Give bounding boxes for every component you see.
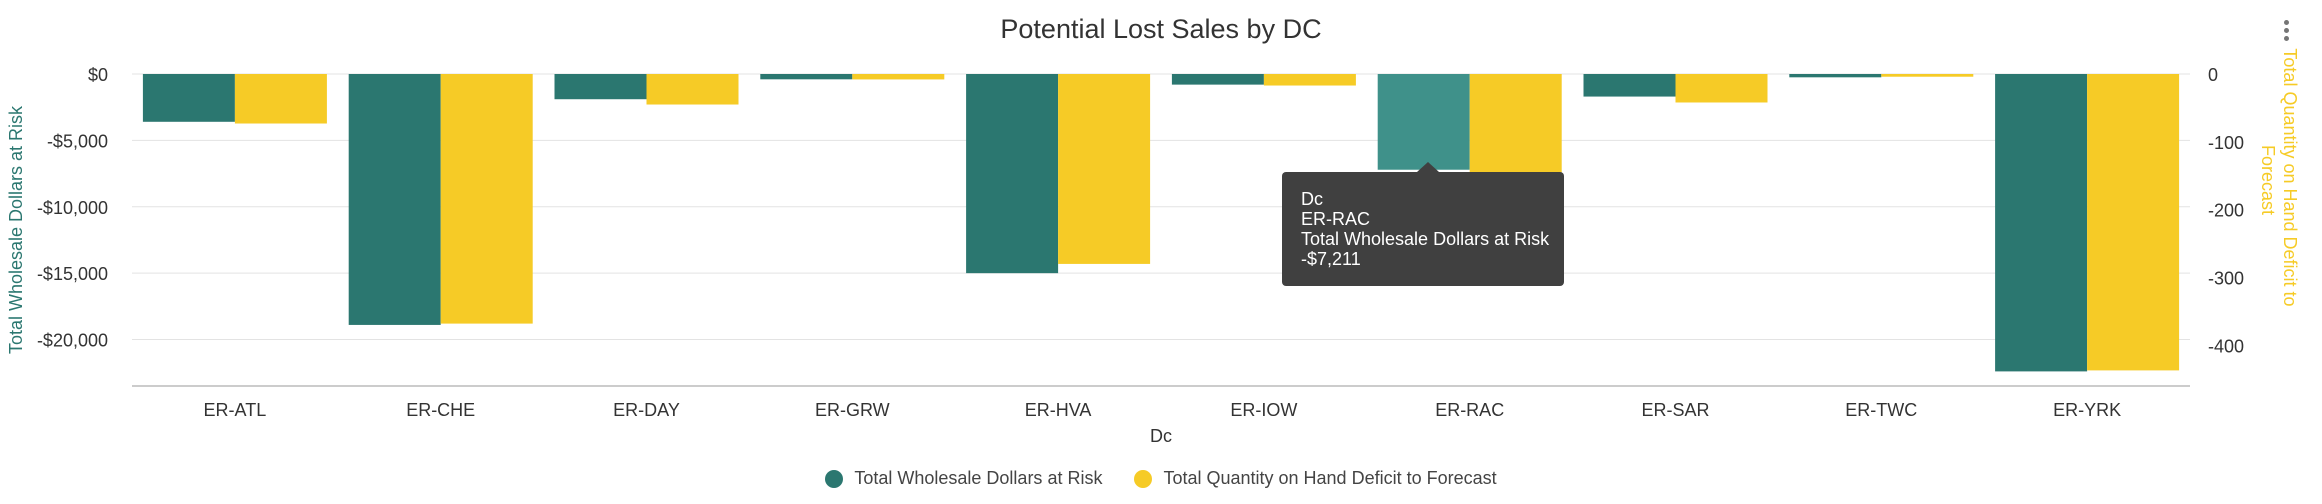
y-tick-label: -$15,000 [37, 264, 108, 284]
y2-tick-label: -200 [2208, 201, 2244, 221]
bar-quantity-deficit-er-sar[interactable] [1675, 74, 1768, 103]
bar-quantity-deficit-er-atl[interactable] [234, 74, 327, 124]
x-tick-label: ER-DAY [613, 400, 680, 420]
y-tick-label: -$5,000 [47, 131, 108, 151]
legend-swatch-quantity-deficit [1134, 469, 1153, 488]
legend-label-quantity-deficit: Total Quantity on Hand Deficit to Foreca… [1163, 468, 1497, 488]
x-tick-label: ER-YRK [2053, 400, 2121, 420]
bar-wholesale-dollars-er-yrk[interactable] [1995, 74, 2088, 372]
bar-wholesale-dollars-er-atl[interactable] [142, 74, 235, 122]
bar-wholesale-dollars-er-sar[interactable] [1583, 74, 1676, 97]
x-axis-title: Dc [1150, 426, 1172, 446]
x-tick-label: ER-TWC [1845, 400, 1917, 420]
bar-quantity-deficit-er-che[interactable] [440, 74, 533, 324]
x-tick-label: ER-ATL [204, 400, 267, 420]
bar-wholesale-dollars-er-rac[interactable] [1377, 74, 1470, 170]
y-tick-label: -$20,000 [37, 331, 108, 351]
y2-tick-label: -300 [2208, 268, 2244, 288]
chart-title: Potential Lost Sales by DC [1000, 14, 1321, 44]
x-tick-label: ER-RAC [1435, 400, 1504, 420]
bar-quantity-deficit-er-hva[interactable] [1058, 74, 1151, 264]
y2-tick-label: -400 [2208, 336, 2244, 356]
tooltip-series-value: -$7,211 [1301, 249, 1361, 269]
tooltip-series-label: Total Wholesale Dollars at Risk [1301, 229, 1550, 249]
bar-wholesale-dollars-er-hva[interactable] [966, 74, 1059, 274]
y2-axis-title-line1: Total Quantity on Hand Deficit to [2280, 48, 2300, 306]
bar-quantity-deficit-er-yrk[interactable] [2087, 74, 2180, 371]
legend: Total Wholesale Dollars at Risk Total Qu… [0, 468, 2322, 489]
legend-item-quantity-deficit[interactable]: Total Quantity on Hand Deficit to Foreca… [1134, 468, 1497, 489]
chart: $0 -$5,000 -$10,000 -$15,000 -$20,000 0 -100 -2… [6, 14, 2300, 446]
y-axis-title: Total Wholesale Dollars at Risk [6, 105, 26, 354]
x-tick-label: ER-IOW [1230, 400, 1297, 420]
legend-swatch-wholesale-dollars [825, 469, 844, 488]
x-tick-label: ER-HVA [1025, 400, 1092, 420]
x-tick-label: ER-CHE [406, 400, 475, 420]
y2-tick-label: 0 [2208, 65, 2218, 85]
bar-quantity-deficit-er-twc[interactable] [1881, 74, 1974, 77]
y-tick-label: $0 [88, 65, 108, 85]
tooltip-field-value: ER-RAC [1301, 209, 1371, 229]
tooltip: Dc ER-RAC Total Wholesale Dollars at Ris… [1282, 162, 1564, 286]
bar-wholesale-dollars-er-grw[interactable] [760, 74, 853, 80]
bar-wholesale-dollars-er-che[interactable] [348, 74, 441, 325]
bars [142, 74, 2180, 372]
tooltip-field-label: Dc [1301, 189, 1323, 209]
bar-quantity-deficit-er-iow[interactable] [1263, 74, 1356, 86]
y2-axis-title: Total Quantity on Hand Deficit to Foreca… [2258, 48, 2300, 311]
bar-wholesale-dollars-er-twc[interactable] [1789, 74, 1882, 78]
y2-tick-label: -100 [2208, 133, 2244, 153]
bar-wholesale-dollars-er-iow[interactable] [1171, 74, 1264, 85]
x-tick-label: ER-GRW [815, 400, 890, 420]
y2-axis-title-line2: Forecast [2258, 145, 2278, 215]
y-tick-label: -$10,000 [37, 198, 108, 218]
ticks: $0 -$5,000 -$10,000 -$15,000 -$20,000 0 -100 -2… [37, 65, 2244, 420]
bar-wholesale-dollars-er-day[interactable] [554, 74, 647, 100]
legend-label-wholesale-dollars: Total Wholesale Dollars at Risk [854, 468, 1103, 488]
bar-quantity-deficit-er-rac[interactable] [1469, 74, 1562, 173]
x-tick-label: ER-SAR [1641, 400, 1709, 420]
vertical-dots-icon[interactable] [2280, 18, 2292, 42]
bar-quantity-deficit-er-grw[interactable] [852, 74, 945, 80]
bar-quantity-deficit-er-day[interactable] [646, 74, 739, 105]
legend-item-wholesale-dollars[interactable]: Total Wholesale Dollars at Risk [825, 468, 1102, 489]
